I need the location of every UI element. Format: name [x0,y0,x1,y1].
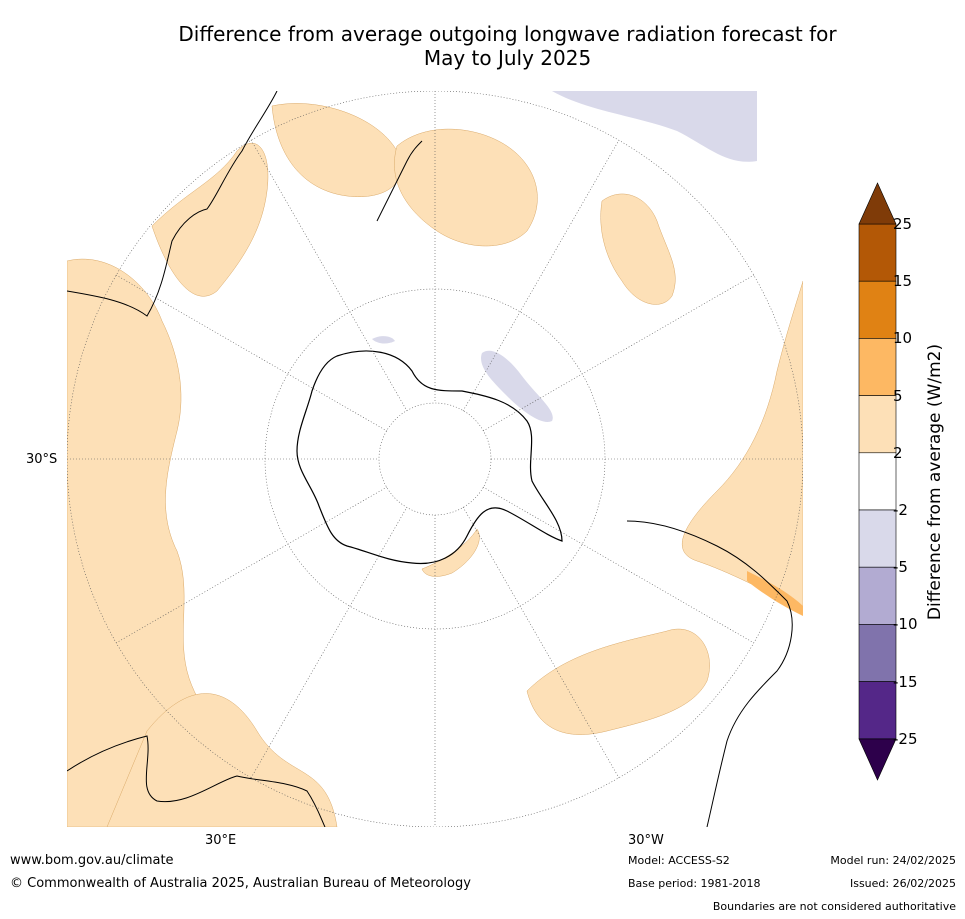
anomaly-region-negative-north [552,91,757,162]
colorbar-segment [858,395,897,454]
chart-title: Difference from average outgoing longwav… [0,22,965,70]
colorbar-segment [858,509,897,568]
colorbar-segment [858,681,897,740]
title-line-1: Difference from average outgoing longwav… [178,22,837,46]
title-line-2: May to July 2025 [423,46,592,70]
continent-coastlines [67,91,793,827]
colorbar-segment [858,624,897,682]
anomaly-region-southwest [106,693,338,827]
anomaly-region-peninsula [421,528,480,577]
antarctica-coastline [296,350,563,565]
anomaly-region-atlantic [526,628,710,735]
polar-map [67,91,803,827]
copyright-text: © Commonwealth of Australia 2025, Austra… [10,876,471,891]
model-run-text: Model run: 24/02/2025 [830,854,956,867]
colorbar-tick-label: 5 [893,386,903,405]
colorbar-tick-label: -5 [893,558,908,577]
issued-text: Issued: 26/02/2025 [849,877,956,890]
colorbar-label: Difference from average (W/m2) [925,343,945,621]
anomaly-region-pacific [600,193,676,305]
longitude-label-30w: 30°W [628,833,664,848]
colorbar-extend-high [858,182,897,225]
colorbar-segment [858,280,897,339]
meridian-120a [115,486,388,644]
colorbar-tick-label: -2 [893,501,908,519]
meridian-120b [482,274,755,432]
colorbar-tick-label: 10 [893,329,913,348]
colorbar-tick-label: 15 [893,272,913,291]
colorbar-tick-label: -15 [893,672,918,691]
meridian-30a [250,139,408,412]
new-zealand-coastline [376,140,423,222]
latitude-label-30s: 30°S [26,452,58,467]
meridian-60a [115,274,388,432]
australia-coastline [67,91,278,317]
colorbar-tick-label: -10 [893,615,918,634]
anomaly-region-northwest [151,143,269,297]
colorbar-segment [858,452,897,511]
meridian-30b [462,506,620,779]
anomaly-region-negative-small [372,336,395,344]
colorbar-extend-low [858,738,897,781]
negative-anomaly-regions [372,91,757,422]
website-text: www.bom.gov.au/climate [10,853,174,868]
africa-coastline [67,735,326,827]
anomaly-region-negative-ross [481,350,553,422]
positive-anomaly-regions [67,103,803,827]
meridian-60b [482,486,755,644]
disclaimer-text: Boundaries are not considered authoritat… [712,900,956,913]
longitude-label-30e: 30°E [205,833,237,848]
anomaly-region-nz-east [394,128,538,247]
colorbar-segments [858,223,897,740]
colorbar-tick-label: -25 [893,729,918,748]
colorbar [858,182,897,781]
graticule [67,91,803,827]
south-america-coastline [626,520,793,827]
colorbar-segment [858,566,897,625]
colorbar-segment [858,223,897,282]
colorbar-segment [858,338,897,396]
meridian-150a [250,506,408,779]
base-period-text: Base period: 1981-2018 [628,877,761,890]
meridian-150b [462,139,620,412]
colorbar-tick-label: 25 [893,215,913,233]
anomaly-region-south-america [681,280,803,612]
model-text: Model: ACCESS-S2 [628,854,730,867]
colorbar-tick-label: 2 [893,443,903,462]
